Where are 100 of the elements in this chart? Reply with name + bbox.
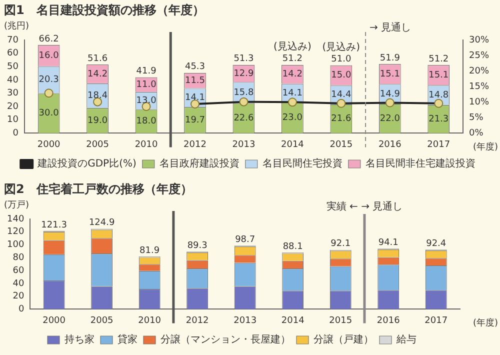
x-tick-label: 2005 [90,316,114,326]
y-tick-label: 0 [18,304,24,315]
x-tick-label: 2015 [330,140,353,150]
legend-label: 貸家 [118,334,138,346]
y2-tick-label: 10% [468,97,490,108]
annotation: (見込み) [274,40,312,52]
y-tick-label: 80 [12,253,24,263]
y-tick-label: 60 [7,48,19,59]
total-label: 51.2 [428,54,449,64]
y2-tick-label: 0% [468,128,484,139]
total-label: 81.9 [140,246,160,256]
ref-line-label: 実績 ← → 見通し [326,200,403,213]
legend-label: 名目民間住宅投資 [262,158,342,170]
x-axis-title: (年度) [472,141,498,152]
legend-label: 給与 [396,334,416,346]
total-label: 88.1 [282,242,303,252]
data-label: 22.0 [380,114,400,124]
ref-line-label: → 見通し [370,22,412,34]
data-label: 19.7 [184,115,206,126]
x-tick-label: 2017 [424,316,448,326]
data-label: 22.6 [234,114,254,124]
x-tick-label: 2014 [281,316,305,326]
data-label: 15.0 [331,70,352,81]
total-label: 51.9 [380,53,400,64]
x-tick-label: 2012 [184,140,206,150]
legend-label: 名目民間非住宅建設投資 [365,158,476,170]
x-tick-label: 2016 [378,140,402,150]
y-tick-label: 20 [12,292,24,302]
data-label: 14.1 [282,88,302,99]
total-label: 51.2 [282,54,302,64]
data-label: 21.3 [428,114,449,124]
y-tick-label: 70 [7,35,19,46]
y-tick-label: 120 [6,227,24,238]
y2-tick-label: 5% [468,113,484,124]
total-label: 51.3 [234,54,254,64]
chart-title: 図2 住宅着工戸数の推移（年度） [3,181,194,197]
total-label: 89.3 [187,241,208,252]
total-label: 98.7 [235,234,256,245]
legend-label: 名目政府建設投資 [159,158,240,170]
data-label: 14.4 [331,90,352,100]
y-axis-title: (万戸) [4,200,30,210]
y-tick-label: 140 [6,214,24,224]
data-label: 18.0 [136,116,157,127]
data-label: 16.0 [38,50,60,61]
data-label: 14.2 [88,69,108,80]
x-axis-title: (年度) [472,317,498,328]
x-tick-label: 2013 [234,316,257,326]
total-label: 92.4 [426,239,446,250]
x-tick-label: 2014 [281,140,304,150]
data-label: 20.3 [38,75,59,86]
x-tick-label: 2015 [329,316,352,326]
x-tick-label: 2013 [232,140,256,150]
data-label: 11.0 [136,80,157,90]
data-label: 12.9 [234,68,254,79]
x-tick-label: 2010 [138,316,162,326]
total-label: 121.3 [41,220,67,230]
data-label: 23.0 [282,113,303,124]
y-tick-label: 20 [7,102,19,112]
legend-label: 分譲（マンション・長屋建） [160,334,290,346]
total-label: 124.9 [88,218,115,228]
data-label: 13.0 [136,96,157,106]
total-label: 51.6 [88,54,108,64]
y-tick-label: 10 [7,115,19,126]
annotation: (見込み) [322,40,360,53]
data-label: 21.6 [331,114,352,124]
total-label: 41.9 [136,66,157,77]
y2-tick-label: 15% [468,82,490,92]
y2-tick-label: 25% [468,50,490,61]
x-tick-label: 2005 [86,140,109,150]
y2-tick-label: 30% [468,35,490,46]
x-tick-label: 2016 [376,316,400,326]
x-tick-label: 2010 [134,140,158,150]
x-tick-label: 2017 [427,140,450,150]
x-tick-label: 2012 [186,316,209,326]
y-tick-label: 100 [6,240,24,250]
legend-label: 分譲（戸建） [314,334,374,346]
data-label: 15.1 [380,69,400,80]
data-label: 15.1 [428,70,449,80]
total-label: 92.1 [330,239,351,250]
data-label: 14.2 [282,70,302,80]
legend-label: 持ち家 [64,334,94,346]
data-label: 14.8 [428,90,449,100]
y-tick-label: 50 [7,62,19,72]
y2-tick-label: 20% [468,66,490,76]
data-label: 14.9 [380,89,400,100]
y-tick-label: 30 [7,88,19,99]
data-label: 11.5 [184,76,206,86]
x-tick-label: 2000 [42,316,66,326]
y-tick-label: 0 [12,128,19,139]
data-label: 15.8 [234,88,254,98]
legend-label: 建設投資のGDP比(%) [36,158,136,170]
x-tick-label: 2000 [37,140,61,150]
data-label: 30.0 [38,108,60,119]
total-label: 94.1 [378,238,398,248]
chart-title: 図1 名目建設投資額の推移（年度） [3,2,206,18]
total-label: 45.3 [184,62,206,72]
total-label: 66.2 [38,34,59,44]
y-tick-label: 40 [12,278,24,289]
data-label: 18.4 [88,90,108,101]
total-label: 51.0 [331,54,352,65]
